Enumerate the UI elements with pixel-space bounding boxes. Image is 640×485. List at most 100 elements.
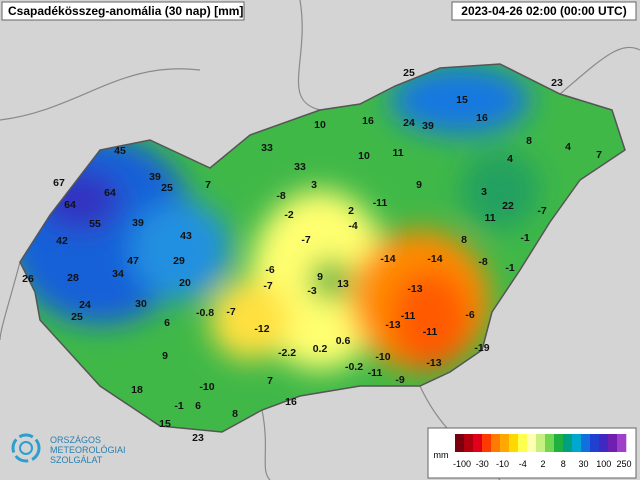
station-value: 8 (232, 408, 238, 420)
legend-label: -30 (476, 459, 489, 469)
station-value: -8 (276, 190, 285, 202)
station-value: 9 (416, 179, 422, 191)
station-value: 33 (294, 161, 306, 173)
station-value: 20 (179, 277, 191, 289)
station-value: -13 (385, 319, 400, 331)
station-value: 39 (422, 120, 434, 132)
station-value: -13 (407, 283, 422, 295)
station-value: 24 (79, 299, 91, 311)
station-value: 23 (551, 77, 563, 89)
legend-swatch (455, 434, 465, 452)
station-value: 43 (180, 230, 192, 242)
station-value: -12 (254, 323, 269, 335)
station-value: 7 (596, 149, 602, 161)
station-value: 8 (526, 135, 532, 147)
station-value: -8 (478, 256, 487, 268)
legend-swatch (563, 434, 573, 452)
station-value: 22 (502, 200, 514, 212)
legend-swatch (545, 434, 555, 452)
station-value: 42 (56, 235, 68, 247)
station-value: 8 (461, 234, 467, 246)
station-value: 13 (337, 278, 349, 290)
station-value: 7 (205, 179, 211, 191)
station-value: 23 (192, 432, 204, 444)
logo-text: ORSZÁGOS (50, 435, 101, 445)
station-value: 16 (285, 396, 297, 408)
station-value: -0.8 (196, 307, 214, 319)
station-value: 67 (53, 177, 65, 189)
timestamp-box (451, 1, 637, 21)
station-value: -14 (427, 253, 442, 265)
legend-swatch (473, 434, 483, 452)
station-value: 11 (484, 212, 495, 224)
legend-swatch (464, 434, 474, 452)
legend-swatch (572, 434, 582, 452)
station-value: 3 (311, 179, 317, 191)
station-value: 64 (64, 199, 76, 211)
station-value: 34 (112, 268, 124, 280)
station-value: 18 (131, 384, 143, 396)
legend-swatch (500, 434, 510, 452)
station-value: 2 (348, 205, 354, 217)
legend-label: 30 (578, 459, 588, 469)
station-value: -1 (520, 232, 529, 244)
station-value: -6 (265, 264, 274, 276)
station-value: -7 (301, 234, 310, 246)
station-value: -4 (348, 220, 357, 232)
legend-swatch (527, 434, 537, 452)
station-value: 28 (67, 272, 79, 284)
station-value: -13 (426, 357, 441, 369)
station-value: 25 (71, 311, 83, 323)
station-value: 7 (267, 375, 273, 387)
station-value: -1 (505, 262, 514, 274)
logo: ORSZÁGOS METEOROLÓGIAI SZOLGÁLAT (11, 433, 126, 465)
legend-swatch (617, 434, 627, 452)
country-outline (19, 63, 626, 433)
station-value: 39 (149, 171, 161, 183)
station-value: 30 (135, 298, 147, 310)
station-value: 0.6 (336, 335, 351, 347)
station-value: -11 (401, 310, 416, 322)
station-value: 4 (507, 153, 513, 165)
station-value: 11 (392, 147, 403, 159)
station-value: -11 (368, 367, 383, 379)
title: Csapadékösszeg-anomália (30 nap) [mm] (8, 4, 243, 18)
station-value: -7 (226, 306, 235, 318)
station-value: 10 (314, 119, 326, 131)
logo-text: METEOROLÓGIAI (50, 445, 126, 455)
station-value: 6 (195, 400, 201, 412)
station-value: -14 (380, 253, 395, 265)
station-value: 25 (403, 67, 415, 79)
legend-label: -10 (496, 459, 509, 469)
station-value: 29 (173, 255, 185, 267)
legend-label: 8 (561, 459, 566, 469)
station-value: 16 (476, 112, 488, 124)
legend-swatch (608, 434, 618, 452)
station-value: 24 (403, 117, 415, 129)
timestamp: 2023-04-26 02:00 (00:00 UTC) (461, 4, 626, 18)
legend-swatch (518, 434, 528, 452)
station-value: -19 (474, 342, 489, 354)
station-value: -7 (263, 280, 272, 292)
station-value: -6 (465, 309, 474, 321)
station-value: 9 (162, 350, 168, 362)
logo-text: SZOLGÁLAT (50, 455, 103, 465)
station-value: -2 (284, 209, 293, 221)
legend-swatch (554, 434, 564, 452)
title-box (1, 1, 245, 21)
station-value: 15 (456, 94, 468, 106)
station-value: 9 (317, 271, 323, 283)
station-value: 33 (261, 142, 273, 154)
station-value: 6 (164, 317, 170, 329)
station-value: 15 (159, 418, 171, 430)
station-value: -0.2 (345, 361, 363, 373)
legend-unit: mm (434, 450, 449, 460)
station-value: -11 (423, 326, 438, 338)
station-value: 4 (565, 141, 571, 153)
station-value: 10 (358, 150, 370, 162)
station-value: 16 (362, 115, 374, 127)
station-value: 55 (89, 218, 101, 230)
